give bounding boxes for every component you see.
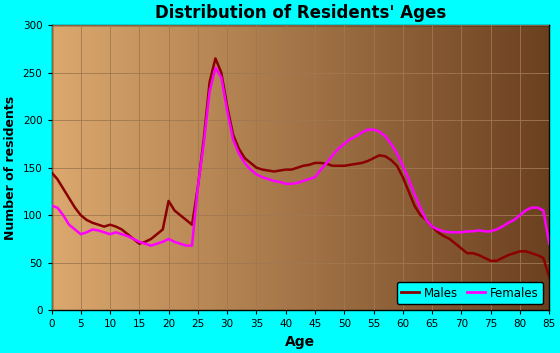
Y-axis label: Number of residents: Number of residents	[4, 96, 17, 240]
Legend: Males, Females: Males, Females	[396, 282, 543, 304]
X-axis label: Age: Age	[285, 335, 315, 349]
Title: Distribution of Residents' Ages: Distribution of Residents' Ages	[155, 4, 446, 22]
